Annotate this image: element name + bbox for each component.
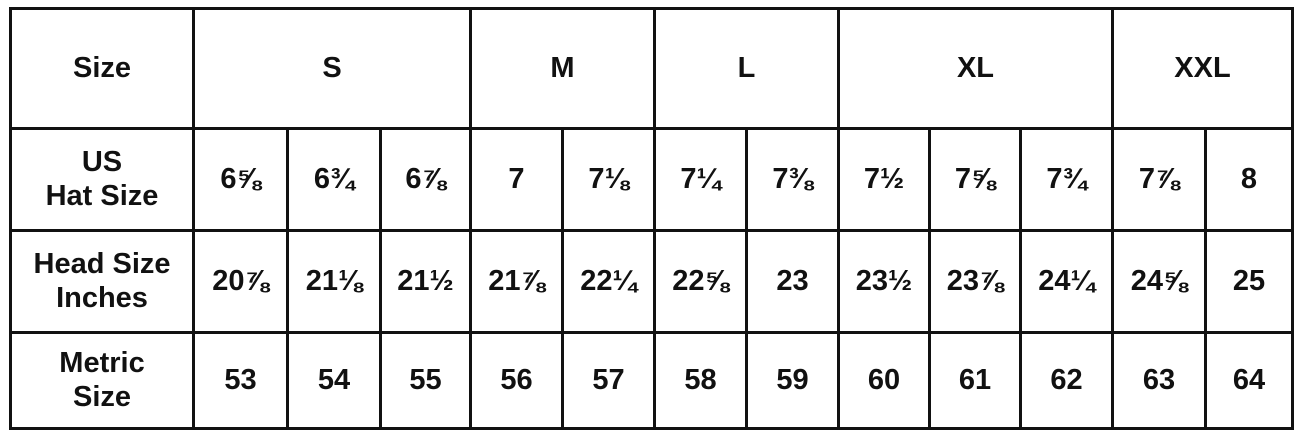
hat-size-chart: Size S M L XL XXL US Hat Size 6⅝ 6¾ 6⅞ 7 7⅛ 7¼ 7⅜ 7½ 7⅝ 7…	[9, 7, 1294, 430]
row-label-line1: Head Size	[33, 248, 171, 281]
table-cell: 62	[1019, 331, 1114, 430]
row-label: Metric Size	[9, 331, 195, 430]
table-cell: 6¾	[286, 127, 382, 232]
table-cell: 7⅜	[745, 127, 840, 232]
size-group-header: S	[192, 7, 472, 130]
table-cell: 6⅝	[192, 127, 289, 232]
table-cell: 7	[469, 127, 564, 232]
table-row: US Hat Size 6⅝ 6¾ 6⅞ 7 7⅛ 7¼ 7⅜ 7½ 7⅝ 7¾ 7⅞ 8	[9, 127, 1294, 232]
row-label-line2: Hat Size	[45, 179, 159, 212]
table-cell: 24¼	[1019, 229, 1114, 334]
size-group-header: XL	[837, 7, 1114, 130]
table-cell: 22⅝	[653, 229, 748, 334]
table-cell: 6⅞	[379, 127, 472, 232]
row-label: Head Size Inches	[9, 229, 195, 334]
table-cell: 59	[745, 331, 840, 430]
table-cell: 23⅞	[928, 229, 1022, 334]
table-cell: 58	[653, 331, 748, 430]
table-cell: 25	[1204, 229, 1294, 334]
size-group-header: M	[469, 7, 656, 130]
row-label-line1: Metric	[59, 347, 145, 380]
table-cell: 55	[379, 331, 472, 430]
table-cell: 20⅞	[192, 229, 289, 334]
table-cell: 7⅛	[561, 127, 656, 232]
table-cell: 23	[745, 229, 840, 334]
table-cell: 53	[192, 331, 289, 430]
table-cell: 56	[469, 331, 564, 430]
table-cell: 61	[928, 331, 1022, 430]
table-cell: 54	[286, 331, 382, 430]
table-cell: 23½	[837, 229, 931, 334]
table-cell: 7⅝	[928, 127, 1022, 232]
table-cell: 22¼	[561, 229, 656, 334]
table-cell: 21⅞	[469, 229, 564, 334]
row-label: US Hat Size	[9, 127, 195, 232]
table-cell: 7½	[837, 127, 931, 232]
row-label-line2: Size	[72, 380, 132, 413]
table-cell: 7¾	[1019, 127, 1114, 232]
table-cell: 60	[837, 331, 931, 430]
table-cell: 63	[1111, 331, 1207, 430]
table-row: Metric Size 53 54 55 56 57 58 59 60 61 62 63 64	[9, 331, 1294, 430]
size-header-label: Size	[9, 7, 195, 130]
table-cell: 24⅝	[1111, 229, 1207, 334]
table-cell: 7¼	[653, 127, 748, 232]
table-cell: 57	[561, 331, 656, 430]
table-cell: 64	[1204, 331, 1294, 430]
table-cell: 8	[1204, 127, 1294, 232]
size-group-header: L	[653, 7, 840, 130]
table-cell: 7⅞	[1111, 127, 1207, 232]
table-cell: 21½	[379, 229, 472, 334]
header-row: Size S M L XL XXL	[9, 7, 1294, 130]
row-label-line2: Inches	[56, 281, 148, 314]
row-label-line1: US	[81, 146, 123, 179]
table-row: Head Size Inches 20⅞ 21⅛ 21½ 21⅞ 22¼ 22⅝ 23 23½ 23…	[9, 229, 1294, 334]
size-group-header: XXL	[1111, 7, 1294, 130]
table-cell: 21⅛	[286, 229, 382, 334]
